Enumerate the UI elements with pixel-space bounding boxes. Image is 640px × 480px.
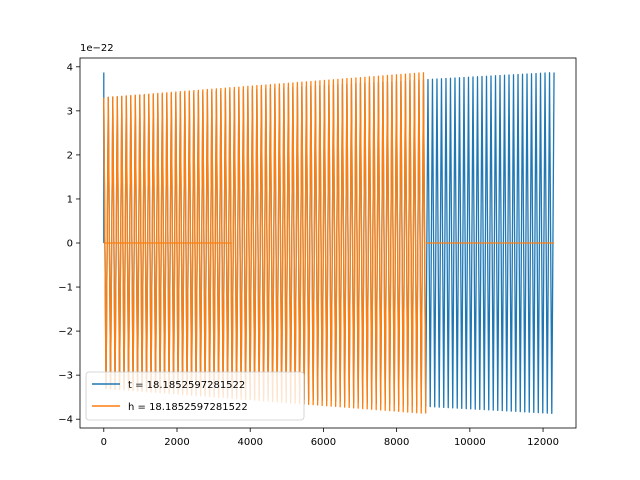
- series-line-h: [103, 72, 555, 414]
- y-tick-label: 4: [67, 62, 73, 73]
- y-tick-label: 3: [67, 106, 73, 117]
- x-tick-label: 0: [101, 437, 107, 448]
- y-tick-label: 0: [67, 239, 73, 250]
- series-layer: [103, 72, 555, 414]
- x-tick-label: 4000: [237, 437, 262, 448]
- x-tick-label: 12000: [527, 437, 559, 448]
- legend: t = 18.1852597281522 h = 18.185259728152…: [85, 371, 305, 421]
- y-tick-label: −4: [58, 415, 73, 426]
- y-tick-label: 1: [67, 194, 73, 205]
- legend-box: [85, 371, 305, 421]
- y-offset-label: 1e−22: [80, 43, 114, 54]
- x-tick-label: 10000: [454, 437, 486, 448]
- y-axis: −4 −3 −2 −1 0 1 2 3 4: [58, 62, 80, 426]
- x-axis: 0 2000 4000 6000 8000 10000 12000: [101, 428, 559, 448]
- legend-label-t: t = 18.1852597281522: [128, 380, 245, 391]
- legend-label-h: h = 18.1852597281522: [128, 402, 248, 413]
- y-tick-label: −1: [58, 283, 73, 294]
- x-tick-label: 8000: [384, 437, 409, 448]
- x-tick-label: 2000: [164, 437, 189, 448]
- y-tick-label: −3: [58, 371, 73, 382]
- y-tick-label: −2: [58, 327, 73, 338]
- x-tick-label: 6000: [311, 437, 336, 448]
- y-tick-label: 2: [67, 150, 73, 161]
